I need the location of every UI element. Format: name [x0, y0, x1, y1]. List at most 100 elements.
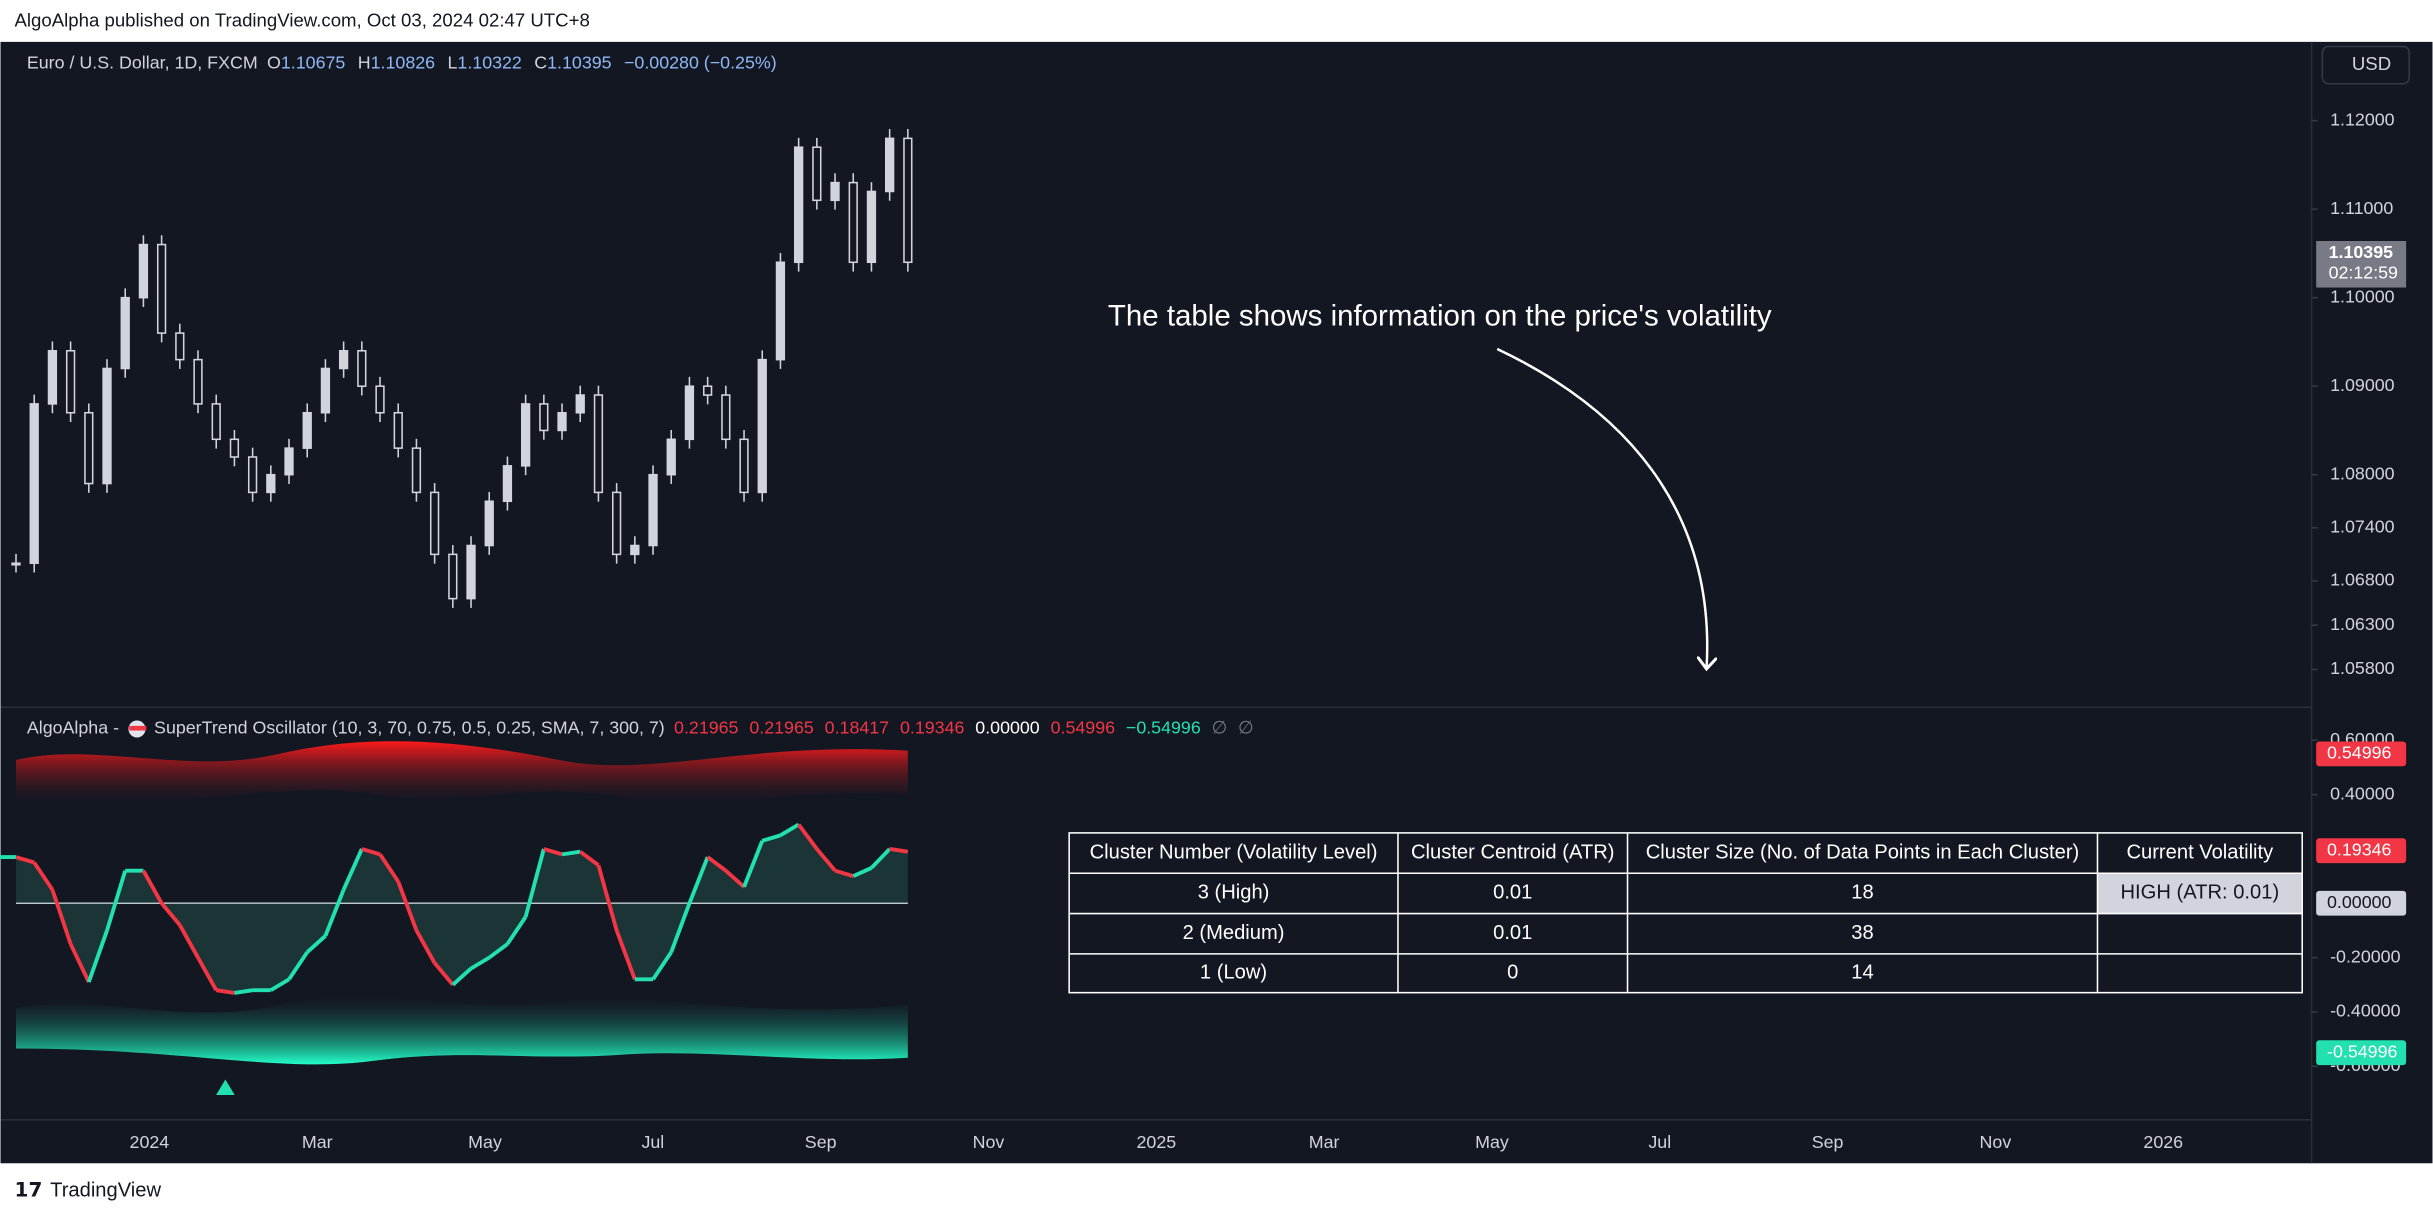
oscillator-area	[16, 824, 908, 993]
oscillator-segment	[797, 823, 819, 851]
oscillator-segment	[178, 924, 200, 959]
footer-brand: TradingView	[50, 1180, 161, 1202]
candle	[211, 403, 221, 441]
x-tick-label: Sep	[1812, 1132, 1844, 1152]
oscillator-segment	[470, 955, 491, 971]
y-tick-label: -0.20000	[2330, 946, 2400, 966]
value-tag	[2316, 1040, 2407, 1066]
symbol-legend: Euro / U.S. Dollar, 1D, FXCM	[27, 52, 258, 72]
value-tag-label: 0.19346	[2327, 839, 2392, 859]
oscillator-segment	[779, 822, 800, 838]
currency-button[interactable]	[2321, 45, 2411, 85]
oscillator-segment	[579, 850, 600, 867]
value-tag-label: -0.54996	[2327, 1041, 2397, 1061]
oscillator-segment	[742, 840, 765, 888]
x-tick-label: Sep	[805, 1132, 837, 1152]
candle	[702, 385, 713, 396]
candle	[302, 411, 312, 449]
indicator-value: 0.21965	[749, 718, 814, 738]
oscillator-segment	[215, 988, 235, 995]
candle	[775, 261, 786, 361]
oscillator-segment	[724, 869, 746, 889]
candle	[593, 394, 604, 494]
indicator-values: 0.21965 0.21965 0.18417 0.19346 0.00000 0.549…	[674, 718, 1253, 738]
candle	[866, 190, 877, 264]
y-tick-label: 1.05800	[2330, 658, 2395, 678]
candle	[684, 385, 695, 441]
ohlc-key: C	[534, 52, 547, 72]
candle	[830, 181, 840, 202]
ohlc-value: 1.10395	[547, 52, 612, 72]
candle	[630, 544, 640, 556]
y-tick-label: 1.06300	[2330, 614, 2395, 634]
table-header: Cluster Number (Volatility Level)	[1090, 841, 1378, 863]
candle	[375, 385, 385, 414]
currency-label: USD	[2352, 53, 2391, 74]
candle	[247, 456, 258, 494]
candle	[393, 411, 403, 449]
oscillator-segment	[269, 977, 291, 992]
upper-band	[16, 741, 908, 804]
oscillator-segment	[505, 915, 528, 946]
table-cell: 14	[1851, 962, 1873, 984]
ohlc-value: 1.10675	[281, 52, 346, 72]
table-cell: 0.01	[1493, 882, 1532, 904]
oscillator-segment	[651, 951, 673, 981]
candle	[102, 367, 112, 485]
candle	[229, 438, 240, 458]
y-tick-label: 1.06800	[2330, 570, 2395, 590]
candle	[65, 350, 76, 414]
oscillator-segment	[761, 833, 781, 843]
oscillator-segment	[433, 961, 455, 987]
oscillator-segment	[543, 847, 563, 857]
candle	[338, 350, 349, 370]
oscillator-segment	[32, 861, 55, 891]
oscillator-segment	[561, 849, 581, 857]
oscillator-segment	[287, 951, 309, 981]
candle	[611, 491, 622, 556]
x-tick-label: Nov	[1980, 1132, 2012, 1152]
y-tick-label: 1.09000	[2330, 375, 2395, 395]
chart-area	[0, 41, 2433, 1164]
indicator-value: ∅	[1238, 718, 1254, 738]
x-tick-label: May	[468, 1132, 502, 1152]
indicator-name: SuperTrend Oscillator (10, 3, 70, 0.75, …	[154, 718, 665, 738]
candle	[448, 553, 458, 600]
y-tick-label: 1.12000	[2330, 109, 2395, 129]
x-tick-label: 2024	[130, 1132, 170, 1152]
publish-info: AlgoAlpha published on TradingView.com, …	[14, 10, 589, 31]
oscillator-segment	[706, 855, 727, 873]
x-tick-label: Jul	[641, 1132, 664, 1152]
ohlc-key: H	[358, 52, 371, 72]
value-tag	[2316, 890, 2407, 916]
y-tick-label: 0.40000	[2330, 783, 2395, 803]
last-price-tag	[2316, 240, 2407, 288]
current-volatility-bg	[2097, 873, 2303, 914]
y-tick-label: 1.07400	[2330, 517, 2395, 537]
ohlc-value: 1.10322	[457, 52, 522, 72]
candle	[903, 137, 913, 264]
oscillator-segment	[361, 847, 381, 857]
oscillator-segment	[523, 848, 546, 918]
ohlc-change: −0.00280 (−0.25%)	[624, 52, 777, 72]
candle	[138, 243, 149, 299]
oscillator-segment	[596, 864, 619, 931]
annotation-arrow	[1496, 347, 1707, 667]
indicator-value: ∅	[1212, 718, 1228, 738]
candle	[757, 358, 767, 494]
y-tick-label: -0.40000	[2330, 1001, 2400, 1021]
x-tick-label: Mar	[1309, 1132, 1340, 1152]
indicator-value: −0.54996	[1126, 718, 1201, 738]
indicator-value: 0.21965	[674, 718, 739, 738]
lower-band	[16, 997, 908, 1065]
table-cell: 0	[1507, 962, 1518, 984]
candle	[193, 358, 203, 405]
x-tick-label: 2025	[1136, 1132, 1176, 1152]
last-price-label: 1.10395	[2329, 242, 2394, 262]
candle	[575, 394, 585, 414]
table-cell: 38	[1851, 922, 1873, 944]
oscillator-segment	[341, 848, 364, 891]
oscillator-segment	[488, 942, 509, 960]
oscillator-segment	[86, 929, 109, 983]
